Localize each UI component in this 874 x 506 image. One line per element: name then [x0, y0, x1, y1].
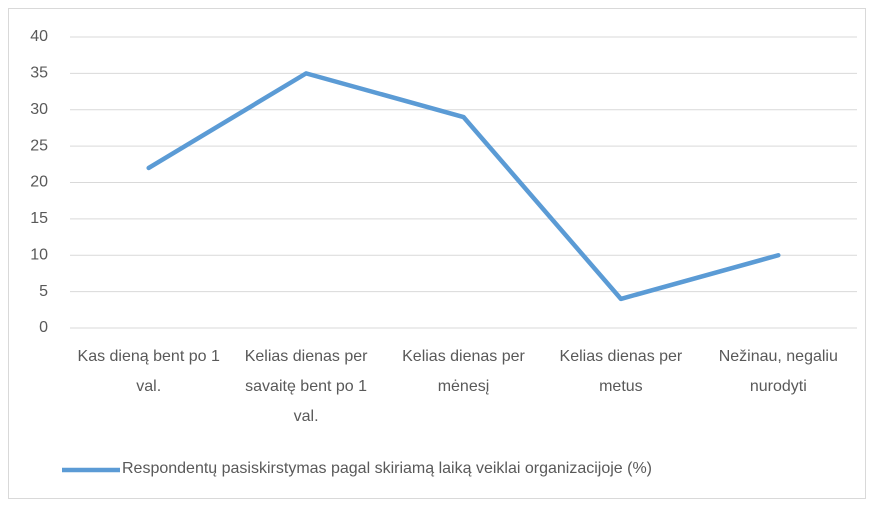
y-tick-label: 0 — [39, 319, 48, 336]
y-tick-label: 35 — [30, 65, 48, 82]
x-tick-label: Kas dieną bent po 1 val. — [77, 348, 220, 395]
x-tick-label: Nežinau, negaliu nurodyti — [718, 348, 838, 395]
y-tick-label: 5 — [39, 283, 48, 300]
chart-frame — [8, 8, 866, 499]
line — [146, 71, 781, 302]
y-tick-label: 30 — [30, 101, 48, 118]
y-tick-label: 20 — [30, 174, 48, 191]
y-tick-label: 10 — [30, 246, 48, 263]
legend-label: Respondentų pasiskirstymas pagal skiriam… — [122, 460, 653, 477]
y-tick-label: 40 — [30, 28, 48, 45]
y-tick-label: 25 — [30, 137, 48, 154]
y-tick-label: 15 — [30, 210, 48, 227]
x-tick-label: Kelias dienas per metus — [559, 348, 683, 395]
x-tick-label: Kelias dienas per savaitę bent po 1 val. — [244, 348, 368, 425]
x-tick-label: Kelias dienas per mėnesį — [402, 348, 525, 395]
